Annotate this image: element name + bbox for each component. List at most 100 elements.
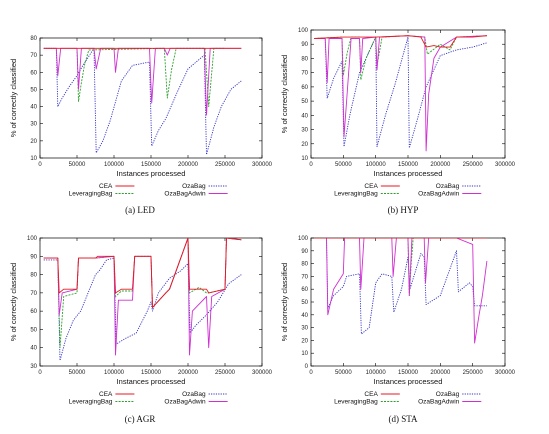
- legend-label: LeveragingBag: [334, 399, 378, 406]
- series-line-ozabagadwin: [43, 47, 242, 116]
- y-tick-label: 40: [30, 346, 37, 352]
- series-group: [43, 238, 242, 361]
- y-tick-label: 50: [301, 99, 308, 105]
- x-tick-label: 300000: [252, 162, 273, 168]
- legend-label: OzaBagAdwin: [418, 399, 460, 406]
- series-line-cea: [43, 238, 242, 308]
- y-tick-label: 50: [301, 300, 308, 306]
- x-tick-label: 100000: [366, 162, 387, 168]
- legend-label: OzaBag: [182, 391, 206, 398]
- panel-caption: (d) STA: [388, 414, 418, 424]
- x-tick-label: 150000: [141, 162, 162, 168]
- x-tick-label: 0: [38, 162, 42, 168]
- y-tick-label: 40: [30, 105, 37, 111]
- x-tick-label: 150000: [398, 370, 419, 376]
- panel-caption: (c) AGR: [125, 414, 156, 424]
- series-line-ozabag: [314, 36, 488, 149]
- x-axis-label: Instances processed: [374, 169, 443, 178]
- x-tick-label: 50000: [69, 370, 86, 376]
- x-tick-label: 100000: [366, 370, 387, 376]
- x-tick-label: 250000: [463, 370, 484, 376]
- x-tick-label: 300000: [495, 370, 516, 376]
- y-tick-label: 40: [301, 113, 308, 119]
- x-tick-label: 0: [309, 162, 313, 168]
- y-tick-label: 0: [305, 364, 309, 370]
- x-tick-label: 0: [309, 370, 313, 376]
- x-tick-label: 150000: [398, 162, 419, 168]
- series-line-leveragingbag: [314, 238, 487, 297]
- y-tick-label: 10: [30, 156, 37, 162]
- legend-label: LeveragingBag: [334, 191, 378, 198]
- x-tick-label: 50000: [69, 162, 86, 168]
- x-tick-label: 200000: [178, 162, 199, 168]
- y-tick-label: 70: [30, 53, 37, 59]
- series-group: [314, 35, 488, 152]
- x-axis-label: Instances processed: [374, 377, 443, 386]
- y-tick-label: 100: [298, 28, 309, 34]
- y-tick-label: 90: [301, 42, 308, 48]
- y-tick-label: 90: [30, 254, 37, 260]
- y-tick-label: 60: [30, 309, 37, 315]
- legend-label: OzaBag: [436, 391, 460, 398]
- series-line-ozabagadwin: [314, 238, 488, 344]
- y-tick-label: 20: [30, 139, 37, 145]
- legend-label: CEA: [99, 183, 113, 190]
- y-tick-label: 20: [301, 338, 308, 344]
- y-tick-label: 80: [301, 56, 308, 62]
- series-line-ozabagadwin: [43, 238, 242, 356]
- y-tick-label: 100: [298, 236, 309, 242]
- legend-label: OzaBag: [182, 183, 206, 190]
- legend-label: OzaBagAdwin: [164, 399, 206, 406]
- y-tick-label: 100: [27, 236, 38, 242]
- x-tick-label: 250000: [463, 162, 484, 168]
- series-line-ozabag: [43, 257, 242, 361]
- y-tick-label: 60: [301, 287, 308, 293]
- y-tick-label: 60: [301, 85, 308, 91]
- legend-label: CEA: [364, 391, 378, 398]
- y-tick-label: 70: [30, 291, 37, 297]
- series-line-ozabag: [314, 238, 487, 335]
- y-axis-label: % of correctly classified: [280, 55, 289, 133]
- x-axis-label: Instances processed: [117, 377, 186, 386]
- x-tick-label: 100000: [104, 162, 125, 168]
- panel-caption: (b) HYP: [388, 205, 419, 215]
- x-tick-label: 300000: [252, 370, 273, 376]
- y-tick-label: 30: [301, 326, 308, 332]
- x-tick-label: 200000: [430, 370, 451, 376]
- chart-panel-3: 0 50000 100000 150000 200000 250000 300000 30 40…: [9, 236, 273, 424]
- x-tick-label: 250000: [215, 162, 236, 168]
- series-line-leveragingbag: [43, 238, 242, 349]
- series-line-ozabagadwin: [314, 35, 487, 152]
- chart-panel-4: 0 50000 100000 150000 200000 250000 300000 0 10 2…: [280, 236, 516, 424]
- legend-label: CEA: [99, 391, 113, 398]
- plot-frame: [310, 29, 506, 159]
- chart-panel-1: 0 50000 100000 150000 200000 250000 300000 10 20…: [9, 36, 273, 215]
- x-tick-label: 200000: [178, 370, 199, 376]
- series-line-leveragingbag: [76, 47, 225, 108]
- x-tick-label: 200000: [430, 162, 451, 168]
- x-tick-label: 0: [38, 370, 42, 376]
- y-axis-label: % of correctly classified: [9, 59, 18, 137]
- x-tick-label: 50000: [335, 162, 352, 168]
- plot-frame: [39, 37, 263, 159]
- y-tick-label: 50: [30, 87, 37, 93]
- legend-label: OzaBagAdwin: [164, 191, 206, 198]
- x-tick-label: 100000: [104, 370, 125, 376]
- x-tick-label: 300000: [495, 162, 516, 168]
- y-tick-label: 80: [30, 36, 37, 42]
- y-tick-label: 90: [301, 249, 308, 255]
- x-tick-label: 50000: [335, 370, 352, 376]
- series-line-ozabag: [43, 47, 242, 156]
- y-tick-label: 10: [301, 156, 308, 162]
- y-tick-label: 10: [301, 351, 308, 357]
- y-axis-label: % of correctly classified: [280, 263, 289, 341]
- x-axis-label: Instances processed: [117, 169, 186, 178]
- y-tick-label: 30: [30, 364, 37, 370]
- x-tick-label: 250000: [215, 370, 236, 376]
- panel-caption: (a) LED: [125, 205, 155, 215]
- series-line-leveragingbag: [314, 35, 487, 81]
- legend-label: OzaBag: [436, 183, 460, 190]
- chart-panel-2: 0 50000 100000 150000 200000 250000 300000 10 20…: [280, 28, 516, 215]
- y-tick-label: 30: [301, 128, 308, 134]
